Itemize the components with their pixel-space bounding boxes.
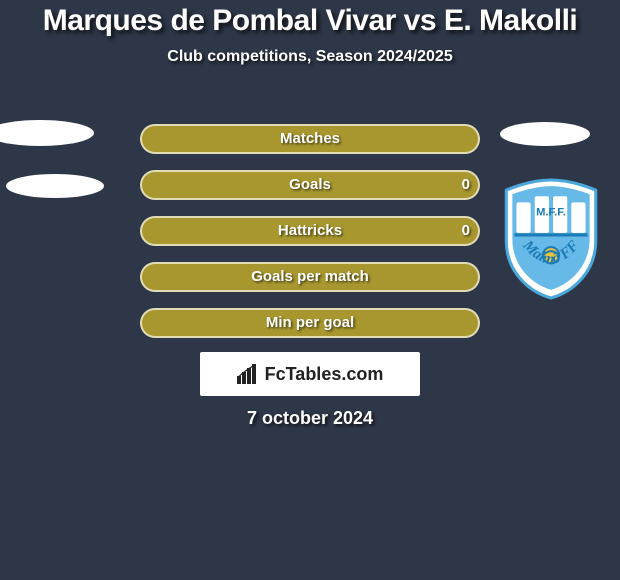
- placeholder-shape: [0, 120, 94, 146]
- bar-label: Goals: [140, 176, 480, 193]
- bar-label: Hattricks: [140, 222, 480, 239]
- bar-label: Goals per match: [140, 268, 480, 285]
- bar-label: Matches: [140, 130, 480, 147]
- bar-value-right: 0: [462, 222, 470, 239]
- bar-row: Min per goal: [140, 308, 480, 338]
- player-left-avatar: [0, 110, 110, 240]
- bar-row: Goals0: [140, 170, 480, 200]
- badge-initials: M.F.F.: [536, 207, 566, 219]
- placeholder-shape: [500, 122, 590, 146]
- bar-chart-icon: [237, 364, 259, 384]
- date-text: 7 october 2024: [0, 408, 620, 429]
- placeholder-shape: [6, 174, 104, 198]
- watermark: FcTables.com: [200, 352, 420, 396]
- comparison-card: Marques de Pombal Vivar vs E. Makolli Cl…: [0, 0, 620, 580]
- page-title: Marques de Pombal Vivar vs E. Makolli: [0, 4, 620, 38]
- club-badge-icon: M.F.F. Malmö FF: [500, 178, 602, 300]
- bar-row: Matches: [140, 124, 480, 154]
- club-badge: M.F.F. Malmö FF: [500, 178, 602, 300]
- watermark-text: FcTables.com: [265, 364, 384, 385]
- bar-row: Goals per match: [140, 262, 480, 292]
- bar-value-right: 0: [462, 176, 470, 193]
- bar-label: Min per goal: [140, 314, 480, 331]
- bar-row: Hattricks0: [140, 216, 480, 246]
- subtitle: Club competitions, Season 2024/2025: [0, 48, 620, 66]
- comparison-bars: MatchesGoals0Hattricks0Goals per matchMi…: [140, 124, 480, 354]
